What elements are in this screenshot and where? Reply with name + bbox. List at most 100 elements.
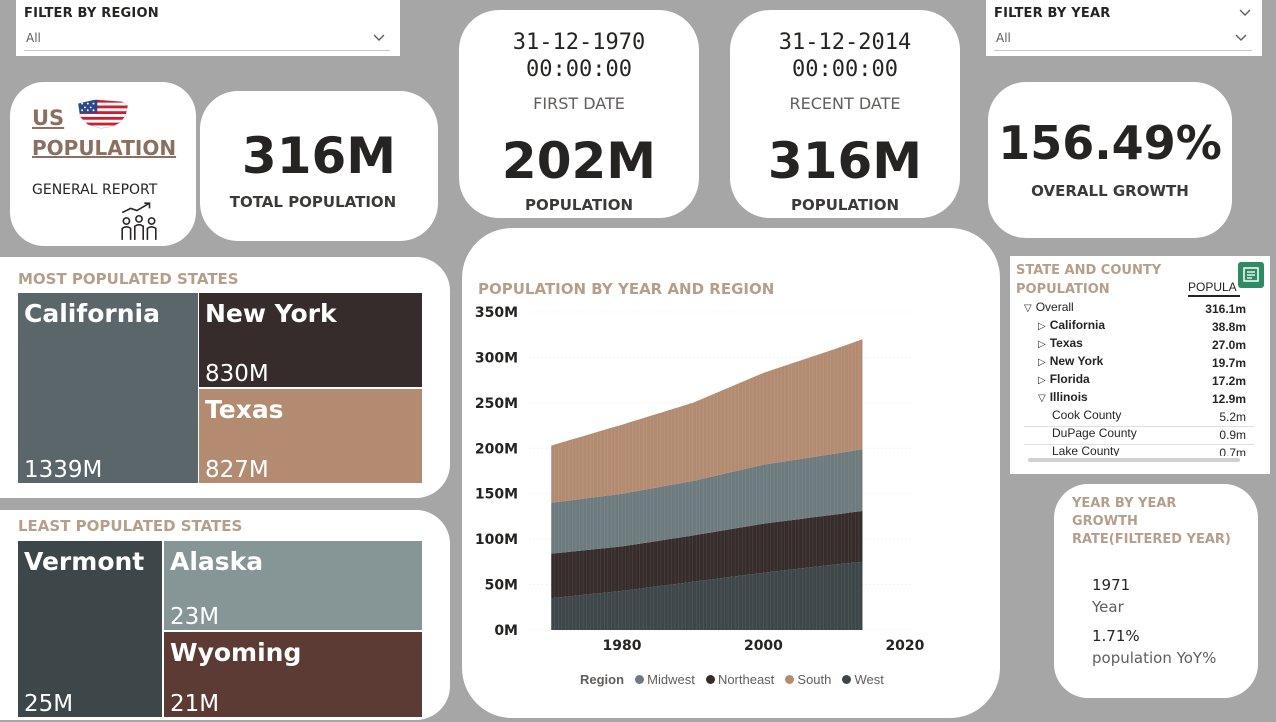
chevron-down-icon[interactable] [372,31,386,45]
year-filter-slicer[interactable]: FILTER BY YEAR All [986,0,1262,56]
area-series-west [551,561,863,630]
matrix-row[interactable]: ▽ Overall 316.1m [1024,300,1254,318]
treemap-value: 21M [170,691,220,717]
matrix-row[interactable]: ▷ Florida 17.2m [1024,372,1254,390]
chevron-down-icon[interactable] [1234,31,1248,45]
yoy-growth-card: YEAR BY YEAR GROWTH RATE(FILTERED YEAR) … [1054,484,1258,698]
legend-label: Midwest [647,672,695,687]
area-series-south [551,339,863,503]
treemap-cell-new-york[interactable]: New York 830M [199,293,422,387]
matrix-row-value: 5.2m [1219,410,1246,424]
expand-icon[interactable]: ▷ [1038,321,1046,332]
overall-growth-value: 156.49% [998,116,1222,170]
y-tick-label: 100M [475,532,518,548]
first-date-card: 31-12-1970 00:00:00 FIRST DATE 202M POPU… [459,10,699,218]
most-populated-treemap: California 1339M New York 830M Texas 827… [18,293,422,483]
legend-item-west[interactable]: West [842,672,884,687]
least-populated-title: LEAST POPULATED STATES [18,517,243,535]
matrix-row-label: ▷ New York [1038,354,1104,368]
recent-date-value: 31-12-2014 [778,30,912,55]
legend-item-south[interactable]: South [785,672,831,687]
area-series-northeast [551,511,863,599]
legend-label: Northeast [717,672,775,687]
y-tick-label: 150M [475,487,518,503]
region-filter-value: All [26,31,41,45]
chart-legend: Region Midwest Northeast South West [580,669,890,688]
expand-icon[interactable]: ▷ [1038,357,1046,368]
state-county-matrix-card: STATE AND COUNTY POPULATION POPULA ▽ Over… [1010,256,1270,474]
y-tick-label: 200M [475,441,518,457]
treemap-value: 25M [24,691,74,717]
region-filter-slicer[interactable]: FILTER BY REGION All [16,0,400,56]
y-tick-label: 50M [485,578,518,594]
treemap-cell-vermont[interactable]: Vermont 25M [18,541,162,717]
matrix-row[interactable]: ▽ Illinois 12.9m [1024,390,1254,408]
matrix-row-value: 0.7m [1219,446,1246,456]
page-title-us: US [32,106,65,130]
legend-dot [842,675,852,684]
population-growth-icon [121,202,157,240]
recent-date-population-value: 316M [767,132,923,190]
y-tick-label: 300M [475,350,518,366]
total-population-value: 316M [241,127,397,185]
expand-icon[interactable]: ▷ [1038,339,1046,350]
us-flag-map-icon [78,99,128,129]
treemap-label: Vermont [24,547,145,576]
title-card: US POPULATION GENERAL REPORT [10,82,196,246]
matrix-row[interactable]: ▷ Texas 27.0m [1024,336,1254,354]
legend-item-northeast[interactable]: Northeast [705,672,775,687]
first-date-caption: FIRST DATE [533,94,625,113]
treemap-value: 830M [205,361,269,387]
y-tick-label: 250M [475,396,518,412]
treemap-label: New York [205,299,337,328]
row-divider [1024,426,1254,427]
collapse-icon[interactable]: ▽ [1038,393,1046,404]
least-populated-card: LEAST POPULATED STATES Vermont 25M Alask… [0,510,450,720]
treemap-cell-wyoming[interactable]: Wyoming 21M [164,632,422,717]
legend-item-midwest[interactable]: Midwest [635,672,695,687]
treemap-label: Alaska [170,547,264,576]
treemap-label: Texas [205,395,284,424]
treemap-cell-california[interactable]: California 1339M [18,293,198,483]
x-tick-label: 2020 [885,638,924,654]
matrix-row[interactable]: ▷ California 38.8m [1024,318,1254,336]
area-chart[interactable]: 0M 50M 100M 150M 200M 250M 300M 350M 1980 2000 202… [462,228,1000,718]
matrix-row-value: 316.1m [1205,302,1246,316]
yoy-rate-label: population YoY% [1092,649,1217,667]
region-filter-dropdown[interactable]: All [24,31,390,51]
legend-label: South [797,672,832,687]
treemap-value: 1339M [24,457,103,483]
page-title-population: POPULATION [32,136,177,160]
x-tick-label: 2000 [744,638,783,654]
matrix-row-label: ▽ Overall [1024,300,1074,314]
treemap-cell-alaska[interactable]: Alaska 23M [164,541,422,630]
treemap-cell-texas[interactable]: Texas 827M [199,389,422,483]
overall-growth-label: OVERALL GROWTH [1031,182,1189,200]
yoy-year-label: Year [1092,598,1124,616]
collapse-icon[interactable]: ▽ [1024,303,1032,314]
year-filter-dropdown[interactable]: All [994,31,1252,51]
recent-date-caption: RECENT DATE [789,94,901,113]
treemap-value: 827M [205,457,269,483]
expand-icon[interactable]: ▷ [1038,375,1046,386]
matrix-row-value: 17.2m [1211,374,1246,388]
chevron-down-icon[interactable] [1238,6,1252,20]
matrix-row[interactable]: ▷ New York 19.7m [1024,354,1254,372]
matrix-scrollbar[interactable] [1028,458,1240,462]
matrix-column-header[interactable]: POPULA [1188,280,1240,297]
year-filter-value: All [996,31,1011,45]
total-population-card: 316M TOTAL POPULATION [200,91,438,241]
legend-dot [785,675,795,684]
first-date-population-value: 202M [501,132,657,190]
first-date-time: 00:00:00 [526,57,632,82]
page-subtitle: GENERAL REPORT [32,182,158,198]
legend-dot [705,675,715,684]
matrix-row-label: ▷ California [1038,318,1106,332]
least-populated-treemap: Vermont 25M Alaska 23M Wyoming 21M [18,541,422,717]
report-viewer-icon[interactable] [1238,262,1264,288]
area-series-midwest [551,449,863,554]
matrix-row-value: 12.9m [1211,392,1246,406]
chart-title: POPULATION BY YEAR AND REGION [478,280,775,298]
matrix-row-label: ▽ Illinois [1038,390,1088,404]
matrix-title-line1: STATE AND COUNTY [1016,263,1162,278]
